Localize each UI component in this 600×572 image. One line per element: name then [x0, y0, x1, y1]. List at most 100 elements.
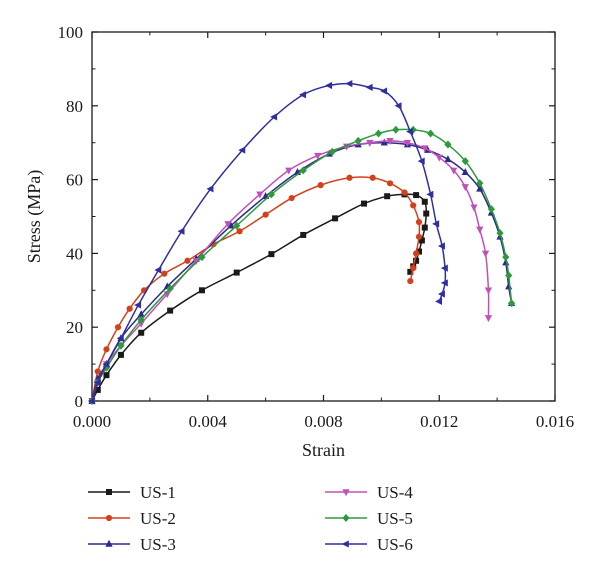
data-point [288, 194, 295, 202]
data-point [177, 227, 185, 235]
x-tick-label: 0.008 [304, 412, 342, 431]
legend-item-us-1: US-1 [88, 483, 176, 502]
data-point [236, 228, 243, 235]
data-point [386, 138, 394, 146]
data-point [440, 264, 448, 272]
data-point [94, 386, 101, 393]
axes: 0.000 0.004 0.008 0.012 0.016 0 20 40 60 80 100 Str… [24, 23, 574, 460]
data-point [137, 310, 145, 318]
legend-label: US-1 [140, 483, 176, 502]
data-point [93, 378, 101, 387]
data-point [410, 202, 417, 209]
data-point [413, 250, 420, 257]
legend-label: US-2 [140, 509, 176, 528]
data-point [487, 205, 495, 214]
data-point [432, 220, 440, 228]
data-point [484, 315, 493, 323]
data-point [421, 224, 428, 231]
data-point [502, 253, 510, 262]
data-point [285, 167, 293, 175]
legend-label: US-3 [140, 535, 176, 554]
data-point [444, 140, 452, 149]
legend-marker [342, 514, 350, 522]
data-point [138, 329, 145, 336]
data-point [317, 182, 324, 189]
data-point [328, 147, 336, 156]
data-point [233, 269, 240, 276]
y-tick-label: 20 [66, 318, 83, 337]
data-point [392, 125, 400, 134]
data-point [505, 282, 513, 290]
data-point [403, 139, 412, 147]
series-line-us-6 [91, 82, 447, 402]
data-point [386, 180, 394, 187]
data-point [461, 168, 469, 176]
data-point [507, 299, 516, 308]
data-point [418, 237, 425, 244]
y-axis-title: Stress (MPa) [24, 170, 45, 264]
series-us-1 [89, 191, 430, 404]
data-point [314, 152, 322, 160]
data-point [380, 138, 388, 146]
data-point [380, 87, 388, 95]
data-point [470, 204, 478, 212]
series-layer [87, 80, 516, 406]
data-point [394, 102, 402, 110]
series-line-us-2 [91, 176, 421, 402]
series-line-us-3 [91, 141, 513, 402]
x-tick-label: 0.012 [420, 412, 458, 431]
legend-label: US-5 [377, 509, 413, 528]
data-point [361, 200, 368, 207]
legend-item-us-5: US-5 [325, 509, 413, 528]
data-point [126, 305, 133, 312]
y-tick-label: 0 [75, 392, 84, 411]
data-point [102, 363, 111, 372]
data-point [415, 248, 422, 255]
data-point [345, 80, 353, 88]
data-point [166, 284, 174, 293]
data-point [233, 221, 241, 230]
data-point [94, 368, 101, 375]
data-point [476, 226, 484, 234]
data-point [415, 218, 423, 226]
legend-item-us-4: US-4 [325, 483, 413, 502]
data-point [413, 192, 420, 199]
series-us-6 [87, 80, 448, 405]
data-point [103, 372, 110, 379]
data-point [103, 346, 110, 353]
legend-marker [106, 489, 112, 495]
data-point [426, 129, 435, 138]
x-tick-label: 0.000 [73, 412, 111, 431]
y-tick-label: 100 [58, 23, 84, 42]
data-point [116, 334, 124, 342]
data-point [114, 324, 122, 331]
data-point [137, 315, 145, 324]
legend-label: US-6 [377, 535, 413, 554]
data-point [238, 146, 246, 154]
data-point [184, 257, 191, 264]
data-point [332, 215, 339, 222]
legend-item-us-3: US-3 [88, 535, 176, 554]
legend-marker [105, 539, 113, 547]
x-axis-title: Strain [302, 440, 345, 460]
data-point [410, 265, 417, 272]
data-point [505, 271, 513, 280]
data-point [300, 231, 307, 238]
data-point [444, 155, 452, 163]
data-point [384, 193, 391, 200]
data-point [417, 157, 425, 165]
data-point [198, 287, 205, 294]
data-point [299, 91, 307, 99]
data-point [415, 233, 423, 240]
data-point [476, 179, 484, 188]
data-point [134, 301, 142, 309]
legend-marker [342, 489, 350, 497]
data-point [401, 189, 408, 196]
data-point [262, 211, 269, 218]
legend-marker [105, 514, 113, 522]
data-point [117, 341, 125, 350]
x-tick-label: 0.016 [536, 412, 574, 431]
data-point [476, 184, 484, 192]
data-point [192, 257, 200, 265]
